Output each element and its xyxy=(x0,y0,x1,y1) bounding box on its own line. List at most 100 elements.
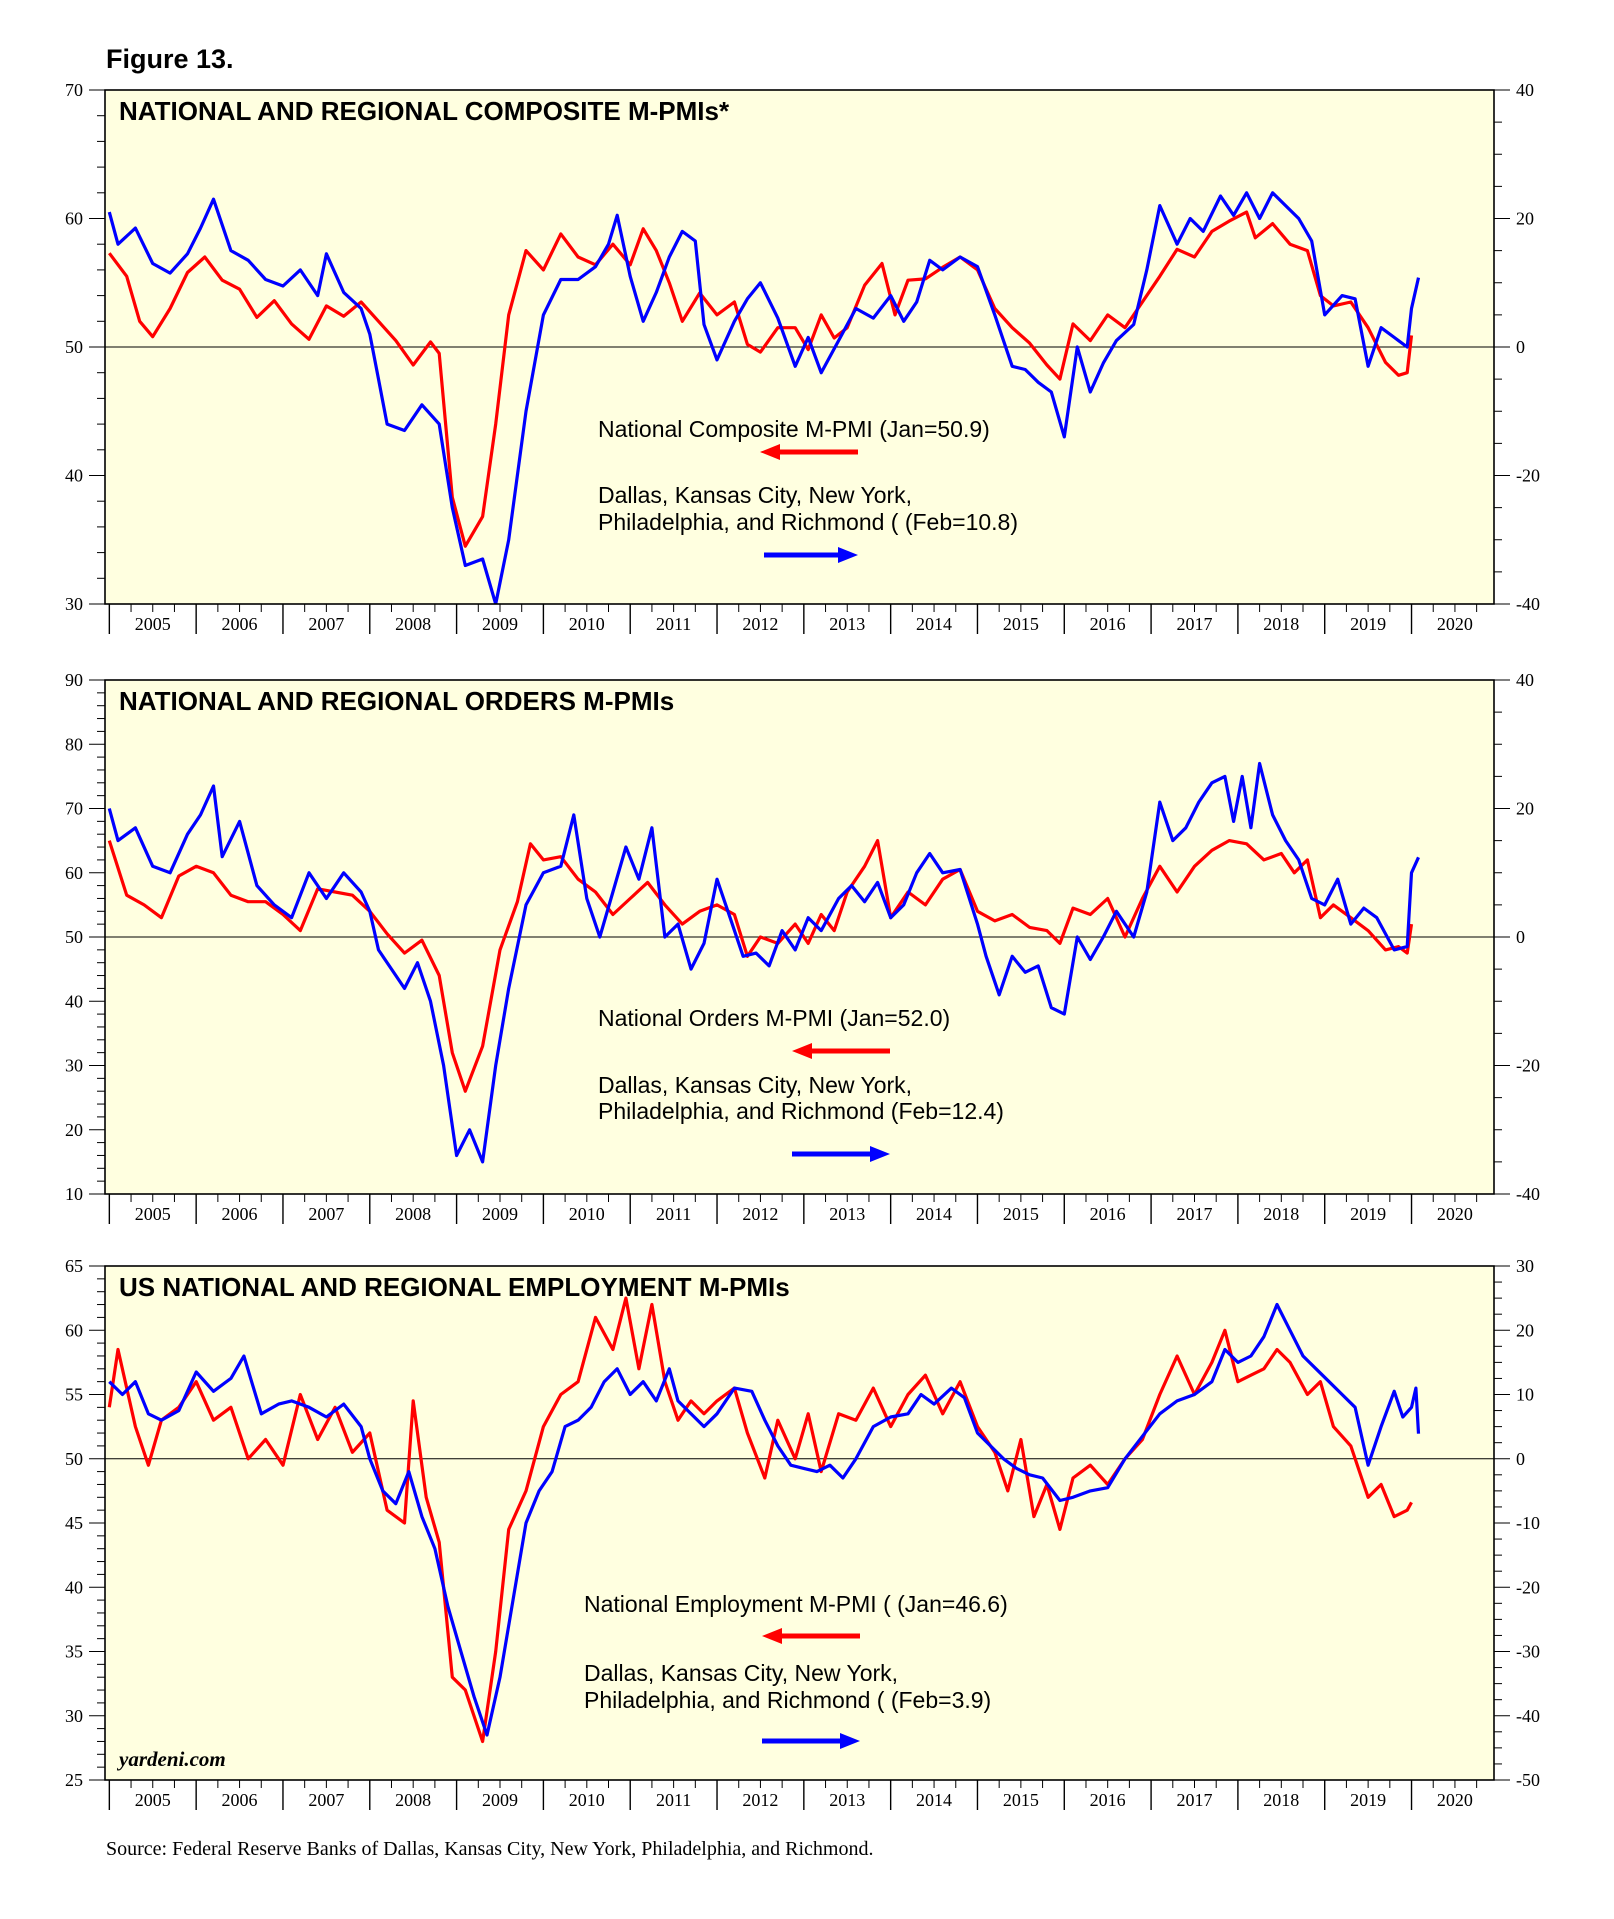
right-axis-tick-label: -40 xyxy=(1516,594,1540,614)
left-axis-tick-label: 80 xyxy=(65,734,83,754)
x-axis-year-label: 2008 xyxy=(395,1790,431,1810)
x-axis-year-label: 2013 xyxy=(829,614,865,634)
left-axis-tick-label: 90 xyxy=(65,670,83,690)
x-axis-year-label: 2019 xyxy=(1350,1204,1386,1224)
regional-legend-arrow-head xyxy=(840,1733,860,1749)
right-axis-tick-label: 20 xyxy=(1516,209,1534,229)
x-axis-year-label: 2013 xyxy=(829,1204,865,1224)
x-axis-year-label: 2016 xyxy=(1090,1790,1126,1810)
x-axis-year-label: 2011 xyxy=(656,1790,691,1810)
plot-frame xyxy=(104,679,1495,1195)
chart-title: NATIONAL AND REGIONAL ORDERS M-PMIs xyxy=(119,686,674,716)
regional-legend-label-line2: Philadelphia, and Richmond (Feb=12.4) xyxy=(598,1098,1004,1124)
national-series-line xyxy=(107,1296,1413,1744)
national-legend-label: National Orders M-PMI (Jan=52.0) xyxy=(598,1005,950,1031)
x-axis-year-label: 2018 xyxy=(1263,1790,1299,1810)
national-series-line xyxy=(108,210,1414,548)
left-axis-tick-label: 65 xyxy=(65,1256,83,1276)
chart-title: NATIONAL AND REGIONAL COMPOSITE M-PMIs* xyxy=(119,96,730,126)
left-axis-tick-label: 60 xyxy=(65,209,83,229)
x-axis-year-label: 2008 xyxy=(395,1204,431,1224)
chart-title: US NATIONAL AND REGIONAL EMPLOYMENT M-PM… xyxy=(119,1272,790,1302)
x-axis-year-label: 2013 xyxy=(829,1790,865,1810)
x-axis-year-label: 2009 xyxy=(482,614,518,634)
left-axis-tick-label: 40 xyxy=(65,1577,83,1597)
right-axis-tick-label: 40 xyxy=(1516,670,1534,690)
chart-panel-3: 25 30 35 40 45 50 55 60 65 -50 -40 -30 -20 -10 0 10 20 30… xyxy=(65,1256,1540,1810)
national-legend-arrow-head xyxy=(792,1043,812,1059)
left-axis-tick-label: 70 xyxy=(65,799,83,819)
left-axis-tick-label: 30 xyxy=(65,594,83,614)
x-axis-year-label: 2005 xyxy=(135,1204,171,1224)
left-axis-tick-label: 20 xyxy=(65,1120,83,1140)
right-axis-tick-label: 20 xyxy=(1516,799,1534,819)
right-axis-tick-label: -10 xyxy=(1516,1513,1540,1533)
left-axis-tick-label: 35 xyxy=(65,1642,83,1662)
regional-legend-label-line1: Dallas, Kansas City, New York, xyxy=(598,482,912,508)
chart-panel-1: 30 40 50 60 70 -40 -20 0 20 40 2005 2006 2007 2008 200… xyxy=(65,80,1540,634)
figure-label: Figure 13. xyxy=(106,44,234,74)
regional-legend-label-line2: Philadelphia, and Richmond ( (Feb=10.8) xyxy=(598,509,1018,535)
plot-area xyxy=(105,1266,1494,1780)
right-axis-tick-label: -20 xyxy=(1516,466,1540,486)
left-axis-tick-label: 40 xyxy=(65,991,83,1011)
national-legend-label: National Composite M-PMI (Jan=50.9) xyxy=(598,416,990,442)
right-axis-tick-label: 20 xyxy=(1516,1320,1534,1340)
x-axis-year-label: 2012 xyxy=(742,1204,778,1224)
x-axis-year-label: 2009 xyxy=(482,1790,518,1810)
right-axis-tick-label: -40 xyxy=(1516,1706,1540,1726)
x-axis-year-label: 2012 xyxy=(742,614,778,634)
x-axis-year-label: 2016 xyxy=(1090,1204,1126,1224)
source-note: Source: Federal Reserve Banks of Dallas,… xyxy=(106,1838,874,1860)
x-axis-year-label: 2014 xyxy=(916,614,952,634)
regional-legend-label-line1: Dallas, Kansas City, New York, xyxy=(584,1660,898,1686)
x-axis-year-label: 2007 xyxy=(308,614,344,634)
national-legend-label: National Employment M-PMI ( (Jan=46.6) xyxy=(584,1591,1008,1617)
x-axis-year-label: 2006 xyxy=(222,1204,258,1224)
left-axis-tick-label: 60 xyxy=(65,863,83,883)
regional-legend-label-line1: Dallas, Kansas City, New York, xyxy=(598,1072,912,1098)
right-axis-tick-label: 30 xyxy=(1516,1256,1534,1276)
x-axis-year-label: 2019 xyxy=(1350,1790,1386,1810)
regional-legend-arrow-head xyxy=(870,1146,890,1162)
regional-legend-arrow-head xyxy=(838,547,858,563)
watermark: yardeni.com xyxy=(116,1747,226,1771)
national-series-line xyxy=(107,839,1414,1093)
x-axis-year-label: 2017 xyxy=(1176,1790,1212,1810)
regional-series-line xyxy=(108,1302,1421,1737)
left-axis-tick-label: 25 xyxy=(65,1770,83,1790)
left-axis-tick-label: 40 xyxy=(65,466,83,486)
x-axis-year-label: 2018 xyxy=(1263,614,1299,634)
left-axis-tick-label: 50 xyxy=(65,927,83,947)
x-axis-year-label: 2006 xyxy=(222,1790,258,1810)
x-axis-year-label: 2020 xyxy=(1437,1790,1473,1810)
right-axis-tick-label: -20 xyxy=(1516,1056,1540,1076)
plot-frame xyxy=(104,89,1495,605)
left-axis-tick-label: 30 xyxy=(65,1706,83,1726)
x-axis-year-label: 2017 xyxy=(1176,614,1212,634)
chart-panel-2: 10 20 30 40 50 60 70 80 90 -40 -20 0 20 40 2005 2006 200… xyxy=(65,670,1540,1224)
right-axis-tick-label: 0 xyxy=(1516,1449,1525,1469)
x-axis-year-label: 2006 xyxy=(222,614,258,634)
x-axis-year-label: 2005 xyxy=(135,614,171,634)
x-axis-year-label: 2005 xyxy=(135,1790,171,1810)
right-axis-tick-label: -30 xyxy=(1516,1642,1540,1662)
x-axis-year-label: 2010 xyxy=(569,614,605,634)
x-axis-year-label: 2014 xyxy=(916,1790,952,1810)
right-axis-tick-label: 40 xyxy=(1516,80,1534,100)
x-axis-year-label: 2019 xyxy=(1350,614,1386,634)
left-axis-tick-label: 30 xyxy=(65,1056,83,1076)
x-axis-year-label: 2010 xyxy=(569,1790,605,1810)
x-axis-year-label: 2017 xyxy=(1176,1204,1212,1224)
left-axis-tick-label: 45 xyxy=(65,1513,83,1533)
left-axis-tick-label: 55 xyxy=(65,1385,83,1405)
regional-series-line xyxy=(107,191,1421,604)
left-axis-tick-label: 70 xyxy=(65,80,83,100)
x-axis-year-label: 2010 xyxy=(569,1204,605,1224)
x-axis-year-label: 2014 xyxy=(916,1204,952,1224)
right-axis-tick-label: -50 xyxy=(1516,1770,1540,1790)
x-axis-year-label: 2018 xyxy=(1263,1204,1299,1224)
x-axis-year-label: 2009 xyxy=(482,1204,518,1224)
plot-frame xyxy=(104,1265,1495,1781)
